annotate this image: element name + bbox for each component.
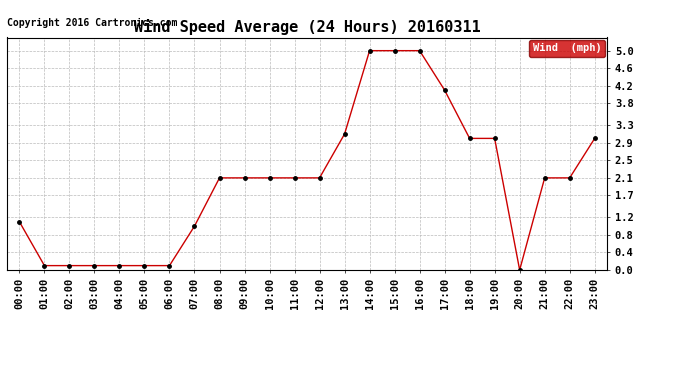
- Legend: Wind  (mph): Wind (mph): [529, 40, 605, 57]
- Title: Wind Speed Average (24 Hours) 20160311: Wind Speed Average (24 Hours) 20160311: [134, 19, 480, 35]
- Text: Copyright 2016 Cartronics.com: Copyright 2016 Cartronics.com: [7, 18, 177, 28]
